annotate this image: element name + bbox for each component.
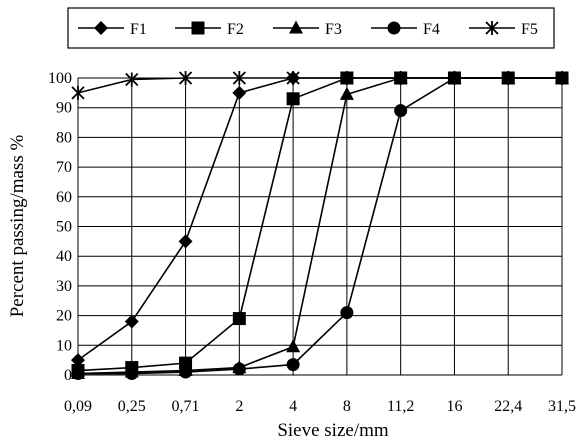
data-point-f4 [71,367,85,381]
data-point-f5 [447,71,462,85]
data-point-f5 [178,71,193,85]
x-axis-title: Sieve size/mm [277,420,389,441]
legend-marker-triangle [289,20,303,34]
legend-entry-f3: F3 [273,20,342,38]
legend-marker-asterisk [485,21,499,35]
data-point-f5 [340,71,354,85]
y-tick-label: 80 [56,129,72,146]
series-f5 [71,71,569,100]
y-tick-label: 100 [48,70,72,87]
series-line-f3 [77,77,562,375]
x-tick-label: 0,71 [172,398,200,415]
y-tick-label: 90 [56,100,72,117]
x-tick-label: 2 [235,398,243,415]
data-point-f5 [555,71,569,85]
x-tick-label: 8 [343,398,351,415]
data-point-f5 [232,71,246,85]
y-tick-label: 20 [56,308,72,325]
legend-marker-circle [387,21,401,35]
data-point-f4 [232,362,246,376]
y-tick-label: 60 [56,189,72,206]
legend-entry-f2: F2 [175,21,244,38]
data-point-f5 [125,72,139,87]
data-point-f4 [286,358,300,372]
y-axis-title: Percent passing/mass % [7,135,28,318]
y-tick-label: 0 [64,367,72,384]
data-point-f2 [232,312,246,326]
x-tick-labels: 0,09 0,25 0,71 2 4 8 11,2 16 22,4 31,5 [64,398,576,415]
data-point-f1 [232,85,247,100]
x-tick-label: 31,5 [548,398,576,415]
data-point-f1 [71,353,85,368]
data-point-f4 [125,367,139,381]
y-tick-label: 70 [56,159,72,176]
data-point-f3 [339,86,354,100]
x-tick-label: 22,4 [494,398,522,415]
x-tick-label: 11,2 [387,398,414,415]
data-point-f5 [71,85,85,100]
data-point-f5 [394,71,408,85]
data-point-f2 [286,92,300,106]
data-point-f4 [340,306,354,320]
y-tick-label: 40 [56,248,72,265]
x-tick-label: 0,25 [118,398,146,415]
y-tick-label: 50 [56,219,72,236]
legend-entry-f1: F1 [78,21,147,38]
y-tick-label: 10 [56,337,72,354]
legend-label: F5 [521,21,538,38]
legend-marker-diamond [94,21,108,35]
legend-marker-square [191,21,205,35]
data-point-f1 [124,314,139,329]
legend-label: F3 [325,21,342,38]
legend-entry-f5: F5 [469,21,538,38]
plot-grid [77,77,563,376]
y-tick-label: 30 [56,278,72,295]
data-point-f4 [179,365,193,379]
series-f4 [71,71,569,381]
legend-label: F1 [130,21,147,38]
series-line-f5 [77,77,562,94]
y-tick-labels: 0 10 20 30 40 50 60 70 80 90 100 [48,70,72,384]
data-point-f5 [286,71,300,85]
data-point-f3 [286,339,301,353]
legend: F1 F2 F3 F4 F5 [67,7,555,49]
data-point-f4 [394,104,408,118]
series-f3 [71,70,569,380]
x-tick-label: 16 [446,398,462,415]
series-line-f4 [78,77,562,375]
legend-label: F4 [423,21,440,38]
plot-series [71,70,569,381]
legend-label: F2 [227,21,244,38]
legend-entry-f4: F4 [371,21,440,38]
x-tick-label: 0,09 [64,398,92,415]
x-tick-label: 4 [289,398,297,415]
data-point-f1 [178,234,193,249]
data-point-f5 [501,71,515,85]
